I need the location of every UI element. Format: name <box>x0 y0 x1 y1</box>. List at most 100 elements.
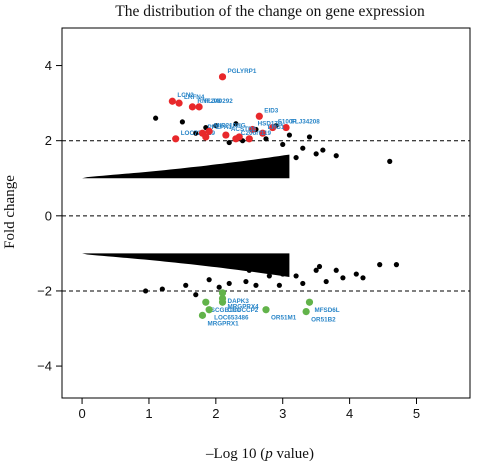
up-gene-point <box>218 73 227 81</box>
up-gene-point <box>202 133 210 141</box>
up-gene-label: RNF208 <box>197 98 221 105</box>
up-gene-label: LCN2 <box>177 92 194 99</box>
data-point <box>263 136 269 142</box>
y-tick-label: −4 <box>37 359 52 374</box>
data-point <box>280 271 286 277</box>
data-point <box>193 292 199 298</box>
up-gene-label: LRFN4 <box>184 94 205 101</box>
data-point <box>316 263 323 270</box>
down-gene-point <box>262 306 270 314</box>
up-gene-point <box>245 135 253 143</box>
down-gene-label: LOC653486 <box>214 315 249 322</box>
x-tick-label: 2 <box>212 406 219 421</box>
data-point <box>276 282 282 288</box>
dense-band-down <box>82 253 290 277</box>
up-gene-label: FLJ34208 <box>291 119 320 126</box>
data-point <box>286 132 293 138</box>
x-tick-label: 0 <box>78 406 85 421</box>
data-point <box>206 277 212 283</box>
data-point <box>333 153 339 159</box>
up-gene-label: FLJ40292 <box>204 98 233 105</box>
data-point <box>246 267 252 273</box>
down-gene-point <box>218 289 227 297</box>
x-axis-label-italic: p <box>264 446 273 462</box>
up-gene-point <box>249 125 257 134</box>
down-gene-point <box>218 298 227 306</box>
up-gene-point <box>235 133 243 141</box>
data-point <box>320 147 326 153</box>
data-point <box>226 280 232 287</box>
x-tick-label: 5 <box>413 406 420 421</box>
data-point <box>293 154 299 161</box>
down-gene-label: SCGB1C1 <box>211 307 241 314</box>
down-gene-label: DAPK3 <box>228 298 250 305</box>
data-point <box>300 145 306 151</box>
data-point <box>253 282 259 288</box>
data-point <box>243 278 249 285</box>
data-point <box>340 275 346 281</box>
y-tick-label: 2 <box>45 133 52 148</box>
data-point <box>387 158 393 164</box>
down-gene-label: OR51M1 <box>271 315 297 322</box>
up-gene-point <box>172 135 180 143</box>
data-point <box>159 286 165 292</box>
data-point <box>143 288 149 294</box>
data-point <box>293 273 299 279</box>
plot-frame <box>61 27 471 399</box>
up-gene-label: ACSTD2 <box>231 126 257 133</box>
x-tick-label: 1 <box>145 406 152 421</box>
data-point <box>323 278 329 285</box>
up-gene-label: C20orf119 <box>241 130 272 137</box>
data-point <box>233 121 239 127</box>
up-gene-point <box>222 131 230 139</box>
data-point <box>393 262 400 268</box>
data-point <box>216 284 222 290</box>
up-gene-point <box>259 129 267 137</box>
up-gene-label: LRG1 <box>268 124 285 131</box>
up-gene-label: MIR210HG <box>214 122 246 129</box>
up-gene-label: HSD17B <box>258 120 283 127</box>
y-tick-label: 4 <box>45 58 52 73</box>
y-axis-label-group: Fold change <box>2 175 18 249</box>
up-gene-point <box>175 99 183 107</box>
up-gene-label: PGLYRP1 <box>228 68 257 75</box>
up-gene-point <box>255 112 263 120</box>
down-gene-label: OR51B2 <box>311 317 336 324</box>
y-tick-label: 0 <box>45 208 52 223</box>
data-point <box>313 267 319 273</box>
down-gene-label: MFSD6L <box>314 307 339 314</box>
data-point <box>226 139 232 146</box>
up-gene-point <box>282 123 290 132</box>
data-point <box>377 262 383 268</box>
data-point <box>306 134 313 140</box>
data-point <box>360 275 366 281</box>
down-gene-point <box>305 298 314 306</box>
chart-title: The distribution of the change on gene e… <box>115 3 425 20</box>
x-tick-label: 4 <box>346 406 353 421</box>
plot-layer: 0 1 2 3 4 5 −4 −2 0 2 4 PGLYRP1 LCN2LRFN4RNF208FLJ40… <box>37 27 471 421</box>
up-gene-point <box>188 103 197 111</box>
x-axis-label-prefix: –Log 10 ( <box>205 446 265 462</box>
dense-band-up <box>82 154 290 179</box>
down-gene-point <box>302 308 310 316</box>
data-point <box>213 123 219 129</box>
up-gene-point <box>205 127 213 135</box>
data-point <box>179 119 185 125</box>
data-point <box>300 280 306 287</box>
down-gene-label: MRGPRX1 <box>207 320 239 327</box>
down-gene-label: CROCCP2 <box>228 307 259 314</box>
down-gene-label: MRGPRX4 <box>228 303 260 310</box>
x-axis-label: –Log 10 (p value) <box>205 446 314 462</box>
up-gene-label: EID3 <box>264 107 278 114</box>
down-gene-point <box>205 306 213 314</box>
data-point <box>280 141 286 148</box>
up-gene-label: S100P <box>278 119 297 126</box>
data-point <box>313 151 319 157</box>
x-axis-label-suffix: value) <box>273 446 314 462</box>
up-gene-label: PPEPA1 <box>207 124 232 131</box>
data-point <box>333 267 339 273</box>
data-point <box>353 271 359 277</box>
down-gene-point <box>202 298 210 306</box>
up-gene-point <box>168 97 176 105</box>
